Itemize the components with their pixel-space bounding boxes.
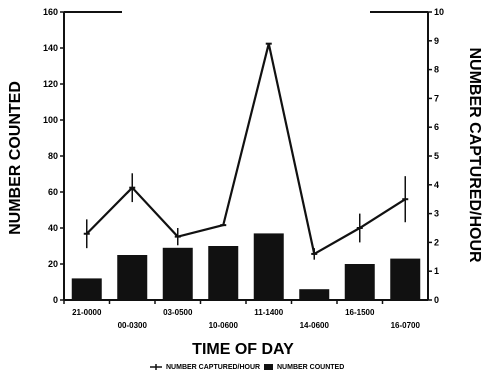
y-tick-label: 60 — [48, 187, 58, 197]
line-series — [83, 42, 409, 260]
y-tick-label: 20 — [48, 259, 58, 269]
y2-tick-label: 5 — [434, 151, 439, 161]
x-tick-label: 21-0000 — [72, 308, 102, 317]
y-tick-label: 0 — [53, 295, 58, 305]
bar — [344, 264, 375, 300]
bar — [253, 233, 284, 300]
y2-tick-label: 0 — [434, 295, 439, 305]
x-tick-label: 14-0600 — [300, 321, 330, 330]
legend-entry-line: NUMBER CAPTURED/HOUR — [150, 364, 260, 371]
bar — [162, 247, 193, 300]
y2-tick-label: 10 — [434, 7, 444, 17]
y-tick-label: 120 — [43, 79, 58, 89]
x-tick-label: 10-0600 — [209, 321, 239, 330]
y2-tick-label: 7 — [434, 93, 439, 103]
legend-label-line: NUMBER CAPTURED/HOUR — [166, 364, 260, 371]
y2-tick-label: 2 — [434, 237, 439, 247]
bar — [390, 258, 421, 300]
y-tick-label: 100 — [43, 115, 58, 125]
y-axis-title: NUMBER COUNTED — [7, 81, 24, 235]
legend: NUMBER CAPTURED/HOUR NUMBER COUNTED — [150, 364, 344, 371]
bar — [117, 255, 148, 300]
y-tick-label: 40 — [48, 223, 58, 233]
y2-tick-label: 3 — [434, 209, 439, 219]
y2-tick-label: 1 — [434, 266, 439, 276]
y-tick-label: 140 — [43, 43, 58, 53]
bar-series — [71, 233, 421, 300]
y2-tick-label: 8 — [434, 65, 439, 75]
legend-entry-bar: NUMBER COUNTED — [264, 364, 344, 371]
y-axis-ticks: 0 20 40 60 80 100 120 140 160 — [43, 7, 64, 305]
y2-axis-title: NUMBER CAPTURED/HOUR — [466, 47, 483, 263]
y2-tick-label: 4 — [434, 180, 439, 190]
x-tick-label: 16-0700 — [391, 321, 421, 330]
y2-axis-ticks: 0 1 2 3 4 5 6 7 8 9 10 — [428, 7, 444, 305]
legend-label-bar: NUMBER COUNTED — [277, 364, 344, 371]
x-axis-title: TIME OF DAY — [192, 341, 294, 358]
x-tick-label: 11-1400 — [254, 308, 283, 317]
bar — [208, 246, 239, 300]
x-tick-label: 03-0500 — [163, 308, 193, 317]
bar — [71, 278, 102, 300]
x-axis-ticks: 21-0000 00-0300 03-0500 10-0600 11-1400 14-06… — [63, 300, 421, 330]
y-tick-label: 80 — [48, 151, 58, 161]
y-tick-label: 160 — [43, 7, 58, 17]
series-line — [85, 43, 406, 256]
bar — [299, 289, 330, 300]
y2-tick-label: 6 — [434, 122, 439, 132]
x-tick-label: 00-0300 — [118, 321, 148, 330]
x-tick-label: 16-1500 — [345, 308, 375, 317]
y2-tick-label: 9 — [434, 36, 439, 46]
